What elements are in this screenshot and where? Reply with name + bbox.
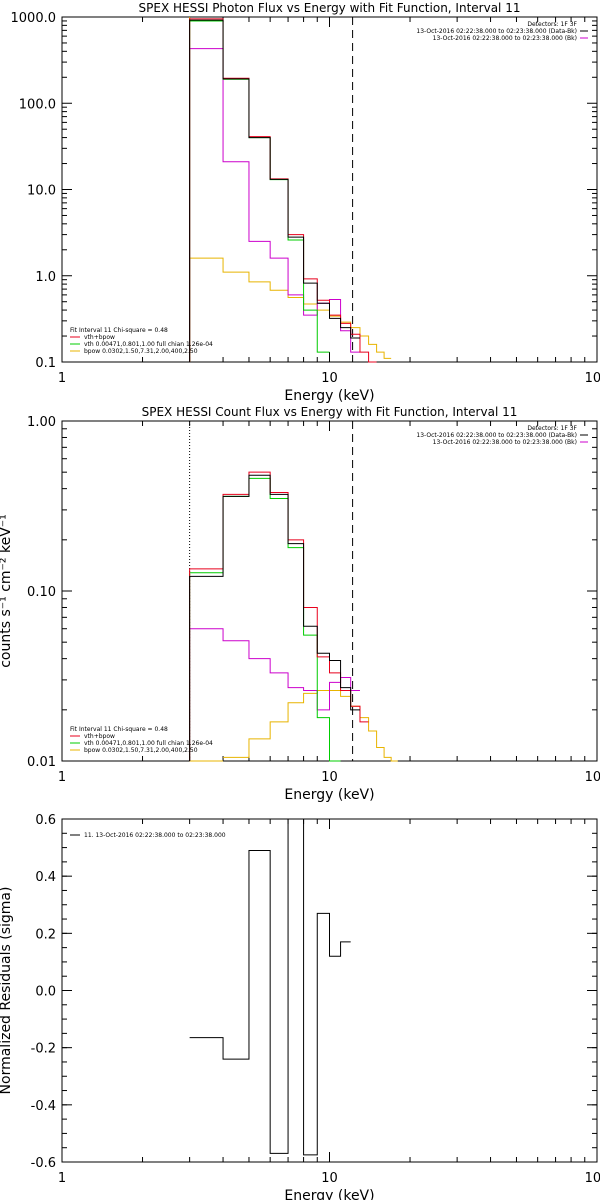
series-3-line: [189, 477, 341, 762]
legend-entry: vth+bpow: [84, 733, 115, 740]
legend-entry: Detectors: 1F 3F: [527, 21, 577, 28]
y-tick-label: 100.0: [19, 97, 56, 112]
series-1-line: [189, 818, 351, 1156]
x-tick-label: 1: [58, 770, 66, 785]
x-axis-label: Energy (keV): [284, 388, 374, 404]
legend-entry: bpow 0.0302,1.50,7.31,2.00,400,2.50: [84, 348, 198, 355]
legend-entry: 13-Oct-2016 02:22:38.000 to 02:23:38.000…: [433, 439, 577, 446]
series-3-line: [189, 20, 330, 362]
y-tick-label: 0.4: [35, 870, 56, 885]
legend-entry: vth+bpow: [84, 334, 115, 341]
y-axis-label: Normalized Residuals (sigma): [0, 887, 14, 1095]
y-tick-label: 0.01: [27, 755, 56, 770]
legend-entry: Fit Interval 11 Chi-square = 0.48: [70, 726, 168, 733]
series-1-line: [189, 257, 392, 362]
legend-entry: 13-Oct-2016 02:22:38.000 to 02:23:38.000…: [416, 432, 577, 439]
series-2-line: [189, 628, 360, 761]
series-5-line: [189, 474, 360, 761]
y-tick-label: 0.0: [35, 985, 56, 1000]
legend-entry: vth 0.00471,0.801,1.00 full chian 1.26e-…: [84, 740, 213, 747]
x-tick-label: 100: [585, 371, 600, 386]
y-tick-label: -0.4: [31, 1099, 56, 1114]
y-tick-label: 0.10: [27, 585, 56, 600]
legend-entry: 13-Oct-2016 02:22:38.000 to 02:23:38.000…: [433, 35, 577, 42]
y-tick-label: 10.0: [27, 184, 56, 199]
x-tick-label: 1: [58, 371, 66, 386]
chart-title: SPEX HESSI Photon Flux vs Energy with Fi…: [139, 1, 521, 15]
y-tick-label: 0.1: [35, 356, 56, 371]
series-4-line: [189, 471, 369, 761]
x-tick-label: 10: [321, 1171, 338, 1186]
y-axis-label: counts s⁻¹ cm⁻² keV⁻¹: [0, 514, 14, 668]
series-1-line: [189, 689, 398, 762]
y-tick-label: -0.2: [31, 1042, 56, 1057]
legend-entry: bpow 0.0302,1.50,7.31,2.00,400,2.50: [84, 747, 198, 754]
legend-entry: vth 0.00471,0.801,1.00 full chian 1.26e-…: [84, 341, 213, 348]
plot-frame: [61, 818, 598, 1163]
x-tick-label: 100: [585, 1171, 600, 1186]
x-axis-label: Energy (keV): [284, 1188, 374, 1200]
series-4-line: [189, 18, 377, 363]
y-tick-label: 1000.0: [11, 11, 57, 26]
series-5-line: [189, 19, 360, 362]
y-tick-label: 1.00: [27, 415, 56, 430]
y-tick-label: 0.6: [35, 813, 56, 828]
chart-title: SPEX HESSI Count Flux vs Energy with Fit…: [142, 405, 518, 419]
panel-2: SPEX HESSI Count Flux vs Energy with Fit…: [0, 405, 600, 803]
y-tick-label: 1.0: [35, 270, 56, 285]
legend-entry: 11. 13-Oct-2016 02:22:38.000 to 02:23:38…: [84, 832, 226, 839]
y-tick-label: -0.6: [31, 1156, 56, 1171]
x-tick-label: 10: [321, 770, 338, 785]
panel-1: SPEX HESSI Photon Flux vs Energy with Fi…: [11, 1, 600, 404]
x-axis-label: Energy (keV): [284, 787, 374, 803]
x-tick-label: 100: [585, 770, 600, 785]
legend-entry: 13-Oct-2016 02:22:38.000 to 02:23:38.000…: [416, 28, 577, 35]
legend-entry: Detectors: 1F 3F: [527, 425, 577, 432]
y-tick-label: 0.2: [35, 927, 56, 942]
x-tick-label: 10: [321, 371, 338, 386]
x-tick-label: 1: [58, 1171, 66, 1186]
panel-3: 1 10 100 Energy (keV) -0.6 -0.4 -0.2 0.0 0.2 0.4 0…: [0, 813, 600, 1200]
legend-entry: Fit Interval 11 Chi-square = 0.48: [70, 327, 168, 334]
